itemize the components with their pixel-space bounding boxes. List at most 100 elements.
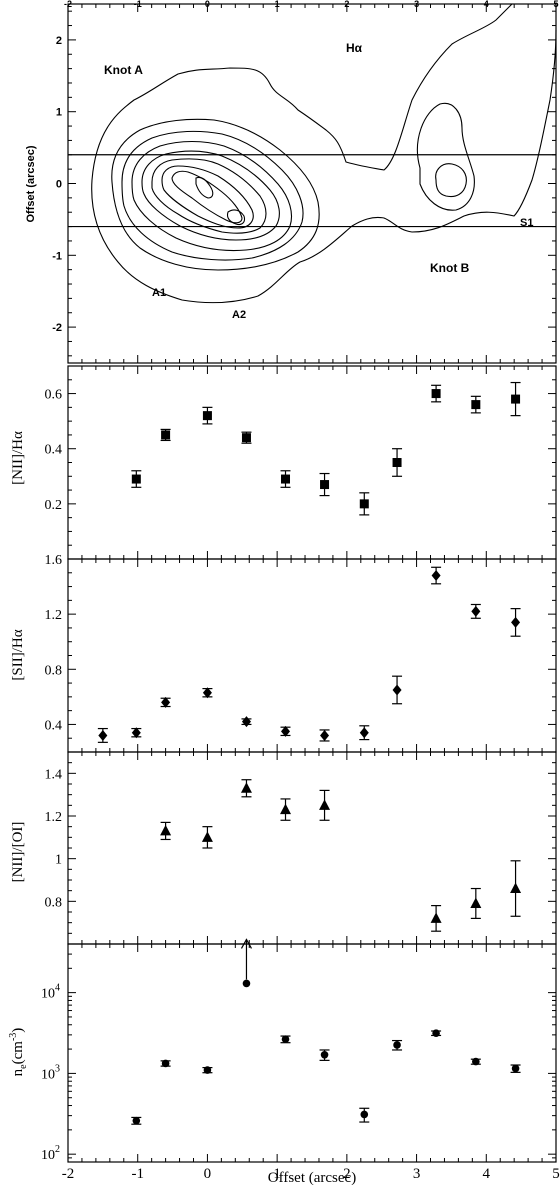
sii-halpha-panel: 0.4 0.8 1.2 1.6 [SII]/Hα	[10, 553, 557, 753]
circle-marker	[203, 1066, 212, 1074]
nii-oi-points	[160, 779, 522, 932]
y-tick-label: 2	[56, 35, 62, 47]
label-s1: S1	[520, 217, 533, 229]
triangle-marker	[201, 831, 213, 842]
diamond-marker	[392, 684, 402, 696]
y-tick-label: 104	[41, 983, 60, 1002]
square-marker	[359, 499, 369, 509]
y-tick-label: 0.8	[45, 895, 63, 910]
triangle-marker	[160, 824, 172, 836]
square-marker	[392, 458, 402, 467]
circle-marker	[511, 1064, 520, 1073]
contour-peak-2	[226, 209, 246, 226]
y-tick-label: 0	[56, 179, 62, 191]
x-tick-label: 4	[483, 1166, 491, 1182]
density-ylabel-units-close: )	[10, 1028, 26, 1033]
nii-halpha-frame	[67, 365, 557, 560]
diamond-marker	[98, 729, 108, 741]
square-marker	[471, 400, 481, 410]
sii-halpha-y-ticks: 0.4 0.8 1.2 1.6	[45, 553, 556, 753]
contour-level-2	[111, 118, 320, 271]
contour-y-ticks: -2 -1 0 1 2	[52, 10, 556, 357]
density-frame	[67, 943, 557, 1163]
y-tick-label: 0.4	[45, 443, 63, 458]
nii-oi-y-ticks: 0.8 1 1.2 1.4	[45, 751, 556, 945]
square-marker	[431, 389, 441, 399]
diamond-marker	[431, 570, 441, 582]
circle-marker	[393, 1041, 401, 1049]
nii-halpha-points	[131, 381, 521, 516]
contour-x-ticks: -2 -1 0 1 2 3 4 5	[64, 0, 559, 363]
density-ylabel-n: n	[10, 1068, 26, 1076]
x-tick-label: 0	[204, 1166, 212, 1182]
nii-halpha-x-ticks	[67, 366, 557, 559]
y-tick-label: 1	[56, 107, 62, 119]
y-tick-label: -2	[52, 322, 62, 334]
x-tick-label: 4	[484, 0, 489, 9]
y-tick-label: 0.2	[45, 498, 63, 513]
x-tick-label: 3	[413, 1166, 421, 1182]
contour-panel: -2 -1 0 1 2 3 4 5 -2 -1 0 1 2 Knot A Hα S1 Knot B A…	[25, 0, 559, 364]
triangle-marker	[319, 799, 331, 810]
diamond-marker	[359, 727, 369, 739]
square-marker	[131, 474, 141, 484]
square-marker	[202, 411, 212, 421]
circle-marker	[320, 1050, 329, 1059]
circle-marker	[472, 1057, 480, 1066]
sii-halpha-points	[97, 566, 521, 743]
x-tick-label: 5	[552, 1166, 560, 1182]
sii-halpha-frame	[67, 558, 557, 753]
x-tick-label: 1	[275, 0, 280, 9]
contour-level-8	[171, 170, 243, 224]
x-tick-label: 2	[343, 1166, 351, 1182]
y-tick-label: 1.2	[45, 608, 63, 623]
label-halpha: Hα	[346, 41, 363, 55]
contour-frame	[67, 3, 557, 364]
density-x-ticks: -2 -1 0 1 2 3 4 5	[62, 944, 560, 1182]
y-tick-label: -1	[52, 250, 62, 262]
square-marker	[161, 430, 171, 440]
contour-level-1	[91, 3, 513, 181]
y-tick-base: 10	[41, 987, 55, 1002]
label-knot-b: Knot B	[430, 261, 470, 275]
triangle-marker	[470, 897, 482, 908]
square-marker	[241, 433, 251, 443]
nii-halpha-panel: 0.2 0.4 0.6 [NII]/Hα	[10, 365, 557, 560]
square-marker	[320, 480, 330, 490]
circle-marker	[281, 1035, 290, 1044]
density-y-axis-label: ne(cm-3)	[8, 1028, 29, 1077]
diamond-marker	[320, 729, 330, 741]
sii-halpha-x-ticks	[67, 559, 557, 752]
x-tick-label: -1	[131, 1166, 144, 1182]
density-x-axis-label: Offset (arcsec)	[268, 1170, 356, 1185]
diamond-marker	[131, 727, 141, 739]
contour-peak-1	[195, 176, 214, 199]
diamond-marker	[281, 725, 291, 737]
y-tick-label: 0.6	[45, 388, 63, 403]
diamond-marker	[511, 616, 521, 628]
y-tick-exponent: 4	[55, 983, 60, 994]
contour-level-1b	[91, 29, 557, 304]
density-points	[131, 938, 521, 1125]
diamond-marker	[161, 696, 171, 708]
square-marker	[281, 474, 291, 484]
y-tick-base: 10	[41, 1148, 55, 1163]
x-tick-label: 3	[414, 0, 419, 9]
nii-oi-frame	[67, 751, 557, 945]
y-tick-label: 103	[41, 1063, 60, 1082]
x-tick-label: 0	[205, 0, 210, 9]
y-tick-label: 102	[41, 1144, 60, 1163]
x-tick-label: -1	[134, 0, 142, 9]
y-tick-label: 1.6	[45, 553, 63, 568]
x-tick-label: -2	[64, 0, 72, 9]
x-tick-label: 2	[344, 0, 349, 9]
lower-limit-arrow-head	[240, 938, 252, 949]
x-tick-label: -2	[62, 1166, 75, 1182]
contour-level-7	[161, 165, 254, 229]
nii-oi-panel: 0.8 1 1.2 1.4 [NII]/[OI]	[10, 751, 557, 945]
label-a1: A1	[152, 287, 166, 299]
y-tick-label: 1	[55, 853, 62, 868]
contour-y-axis-label: Offset (arcsec)	[25, 145, 37, 222]
